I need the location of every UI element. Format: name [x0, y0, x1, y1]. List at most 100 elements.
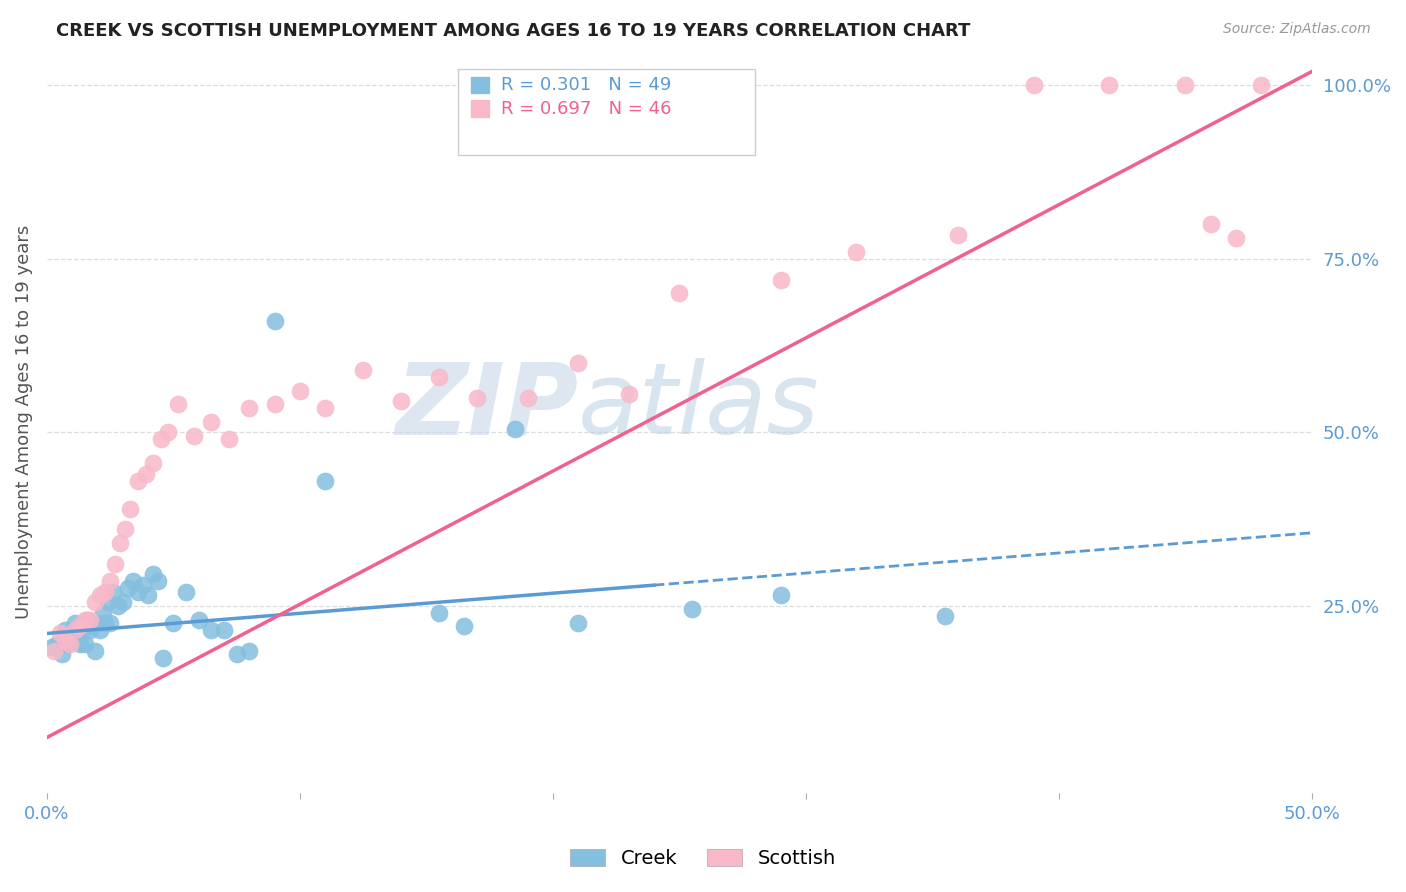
- Point: [263, 397, 285, 411]
- Point: [238, 644, 260, 658]
- Point: [41, 640, 63, 655]
- Point: [69, 619, 91, 633]
- Point: [136, 588, 159, 602]
- Point: [53, 623, 76, 637]
- Point: [465, 391, 488, 405]
- Point: [567, 356, 589, 370]
- Point: [98, 615, 121, 630]
- Point: [132, 578, 155, 592]
- Point: [44, 644, 66, 658]
- Point: [148, 574, 170, 589]
- Point: [1098, 78, 1121, 93]
- Point: [187, 613, 209, 627]
- FancyBboxPatch shape: [471, 77, 489, 93]
- Text: R = 0.697   N = 46: R = 0.697 N = 46: [502, 100, 672, 118]
- Point: [86, 615, 108, 630]
- Text: R = 0.301   N = 49: R = 0.301 N = 49: [502, 76, 672, 94]
- FancyBboxPatch shape: [458, 70, 755, 154]
- Point: [567, 615, 589, 630]
- Legend: Creek, Scottish: Creek, Scottish: [561, 839, 845, 878]
- Point: [1022, 78, 1045, 93]
- Point: [288, 384, 311, 398]
- Point: [63, 615, 86, 630]
- Point: [142, 457, 165, 471]
- Point: [212, 623, 235, 637]
- Point: [1225, 231, 1247, 245]
- Point: [48, 626, 70, 640]
- Point: [127, 584, 149, 599]
- Point: [94, 584, 117, 599]
- Point: [72, 623, 94, 637]
- Point: [79, 613, 101, 627]
- Point: [668, 286, 690, 301]
- Point: [82, 619, 104, 633]
- Point: [225, 647, 247, 661]
- Point: [127, 474, 149, 488]
- Point: [174, 584, 197, 599]
- Point: [167, 397, 190, 411]
- Point: [66, 623, 89, 637]
- Point: [142, 567, 165, 582]
- Point: [503, 422, 526, 436]
- Point: [51, 647, 73, 661]
- Point: [69, 637, 91, 651]
- FancyBboxPatch shape: [471, 101, 489, 117]
- Point: [314, 474, 336, 488]
- Point: [149, 432, 172, 446]
- Point: [218, 432, 240, 446]
- Point: [200, 623, 222, 637]
- Point: [79, 623, 101, 637]
- Point: [84, 644, 107, 658]
- Point: [238, 401, 260, 415]
- Point: [73, 637, 96, 651]
- Point: [263, 314, 285, 328]
- Point: [946, 227, 969, 242]
- Text: CREEK VS SCOTTISH UNEMPLOYMENT AMONG AGES 16 TO 19 YEARS CORRELATION CHART: CREEK VS SCOTTISH UNEMPLOYMENT AMONG AGE…: [56, 22, 970, 40]
- Point: [389, 394, 412, 409]
- Point: [98, 574, 121, 589]
- Y-axis label: Unemployment Among Ages 16 to 19 years: Unemployment Among Ages 16 to 19 years: [15, 225, 32, 619]
- Point: [117, 582, 139, 596]
- Point: [101, 584, 124, 599]
- Point: [122, 574, 145, 589]
- Point: [352, 363, 374, 377]
- Point: [427, 606, 450, 620]
- Point: [157, 425, 180, 440]
- Point: [427, 369, 450, 384]
- Point: [46, 637, 69, 651]
- Point: [104, 557, 127, 571]
- Point: [84, 595, 107, 609]
- Point: [934, 609, 956, 624]
- Point: [73, 613, 96, 627]
- Point: [617, 387, 640, 401]
- Point: [94, 615, 117, 630]
- Point: [111, 595, 134, 609]
- Text: atlas: atlas: [578, 359, 820, 456]
- Point: [97, 595, 120, 609]
- Point: [91, 606, 114, 620]
- Point: [200, 415, 222, 429]
- Point: [59, 637, 82, 651]
- Point: [114, 522, 136, 536]
- Point: [1250, 78, 1272, 93]
- Point: [89, 588, 111, 602]
- Point: [53, 633, 76, 648]
- Point: [314, 401, 336, 415]
- Point: [120, 501, 142, 516]
- Point: [89, 623, 111, 637]
- Point: [1174, 78, 1197, 93]
- Point: [135, 467, 157, 481]
- Point: [845, 244, 868, 259]
- Text: ZIP: ZIP: [395, 359, 578, 456]
- Text: Source: ZipAtlas.com: Source: ZipAtlas.com: [1223, 22, 1371, 37]
- Point: [63, 623, 86, 637]
- Point: [152, 650, 174, 665]
- Point: [681, 602, 703, 616]
- Point: [56, 637, 79, 651]
- Point: [107, 599, 129, 613]
- Point: [1199, 217, 1222, 231]
- Point: [59, 633, 82, 648]
- Point: [183, 428, 205, 442]
- Point: [110, 536, 132, 550]
- Point: [769, 272, 792, 286]
